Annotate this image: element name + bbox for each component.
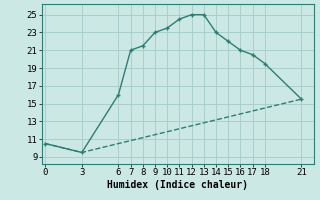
- X-axis label: Humidex (Indice chaleur): Humidex (Indice chaleur): [107, 180, 248, 190]
